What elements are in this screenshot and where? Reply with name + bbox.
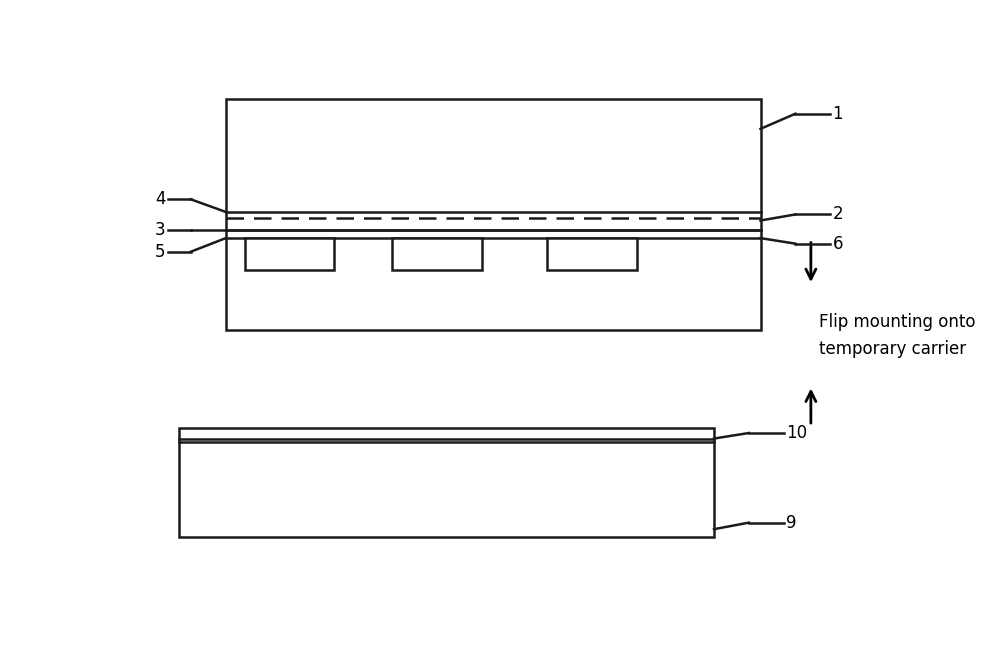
Text: 10: 10 <box>786 424 807 442</box>
Bar <box>226 99 761 330</box>
Text: 5: 5 <box>155 243 165 261</box>
Text: 9: 9 <box>786 513 797 532</box>
Bar <box>392 238 482 270</box>
Text: Flip mounting onto
temporary carrier: Flip mounting onto temporary carrier <box>819 313 975 358</box>
Bar <box>547 238 637 270</box>
Text: 1: 1 <box>833 105 843 123</box>
Bar <box>179 428 714 537</box>
Text: 2: 2 <box>833 205 843 224</box>
Text: 6: 6 <box>833 235 843 252</box>
Text: 3: 3 <box>155 220 165 239</box>
Bar <box>245 238 334 270</box>
Text: 4: 4 <box>155 190 165 209</box>
